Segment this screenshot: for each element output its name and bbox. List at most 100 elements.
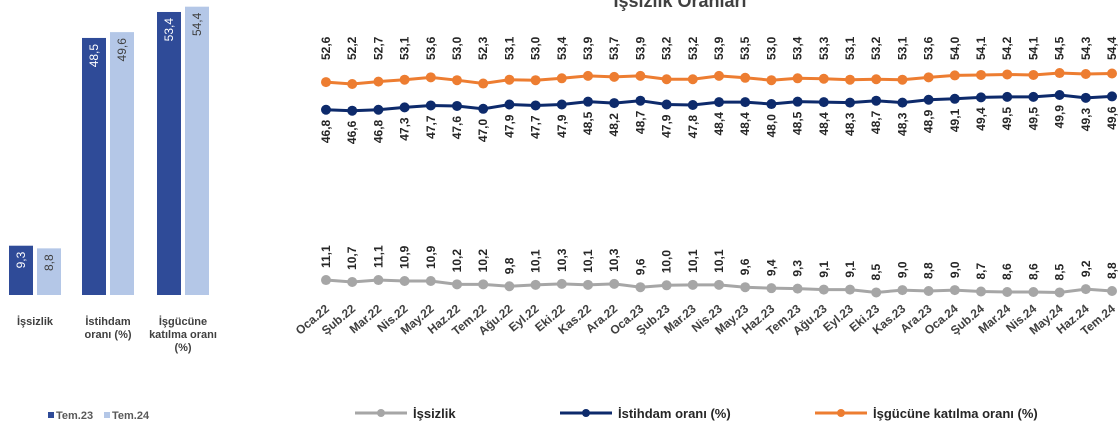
point xyxy=(871,95,882,106)
value-label: 47,8 xyxy=(686,115,700,139)
value-label: 10,9 xyxy=(398,245,412,269)
value-label: 53,0 xyxy=(764,36,778,60)
point xyxy=(452,75,462,86)
value-label: 48,4 xyxy=(738,112,752,136)
point xyxy=(792,96,803,107)
point xyxy=(687,279,698,290)
value-label: 49,5 xyxy=(1000,107,1014,131)
point xyxy=(949,285,960,296)
x-tick-label: İşsizlik xyxy=(16,316,54,328)
value-label: 10,7 xyxy=(345,246,359,270)
point xyxy=(1028,91,1039,102)
value-label: 8,6 xyxy=(1000,263,1014,280)
value-label: 48,5 xyxy=(87,44,101,68)
point xyxy=(321,104,331,115)
point xyxy=(687,74,698,85)
point xyxy=(635,95,646,106)
value-label: 52,6 xyxy=(319,36,333,60)
point xyxy=(478,279,489,290)
bar xyxy=(9,245,33,295)
value-label: 10,2 xyxy=(450,249,464,273)
value-label: 9,0 xyxy=(895,261,909,278)
value-label: 8,5 xyxy=(1053,263,1067,280)
value-label: 10,0 xyxy=(660,250,674,274)
value-label: 9,1 xyxy=(817,261,831,278)
value-label: 48,2 xyxy=(607,113,621,137)
value-label: 11,1 xyxy=(371,245,385,268)
point xyxy=(661,99,672,110)
point xyxy=(556,73,567,84)
value-label: 48,4 xyxy=(817,112,831,136)
point xyxy=(740,282,751,293)
value-label: 53,2 xyxy=(686,36,700,60)
point xyxy=(1028,286,1039,297)
bar xyxy=(37,248,61,295)
value-label: 9,2 xyxy=(1079,260,1093,277)
point xyxy=(347,105,358,116)
point xyxy=(609,71,620,82)
point xyxy=(949,93,960,104)
value-label: 53,0 xyxy=(450,36,464,60)
value-label: 48,7 xyxy=(869,110,883,134)
value-label: 52,7 xyxy=(371,36,385,60)
point xyxy=(740,97,751,108)
point xyxy=(976,92,986,103)
value-label: 47,9 xyxy=(555,114,569,138)
point xyxy=(609,278,620,289)
value-label: 47,9 xyxy=(502,114,516,138)
point xyxy=(871,287,882,298)
value-label: 49,9 xyxy=(1053,105,1067,129)
value-label: 53,0 xyxy=(529,36,543,60)
value-label: 48,3 xyxy=(843,112,857,136)
value-label: 53,5 xyxy=(738,36,752,60)
chart-title: İşsizlik Oranları xyxy=(613,0,746,11)
value-label: 47,3 xyxy=(398,117,412,141)
value-label: 53,9 xyxy=(633,36,647,60)
value-label: 54,3 xyxy=(1079,36,1093,60)
x-tick-label: İstihdam oranı (%) xyxy=(84,316,132,341)
point xyxy=(661,74,672,85)
value-label: 54,5 xyxy=(1053,36,1067,60)
point xyxy=(1002,91,1013,102)
value-label: 54,4 xyxy=(190,12,204,36)
point xyxy=(1002,286,1013,297)
point xyxy=(321,77,331,88)
point xyxy=(818,284,829,295)
bar xyxy=(185,6,209,296)
value-label: 10,1 xyxy=(686,249,700,273)
value-label: 47,9 xyxy=(660,114,674,138)
value-label: 47,7 xyxy=(424,115,438,139)
legend-marker xyxy=(582,409,590,417)
legend-label: Tem.24 xyxy=(112,410,150,422)
value-label: 48,4 xyxy=(712,112,726,136)
point xyxy=(766,75,777,86)
legend-label: İşsizlik xyxy=(413,406,456,421)
point xyxy=(897,97,908,108)
value-label: 54,1 xyxy=(1026,36,1040,60)
value-label: 48,9 xyxy=(922,109,936,133)
value-label: 53,6 xyxy=(922,36,936,60)
point xyxy=(740,72,751,83)
point xyxy=(452,100,462,111)
point xyxy=(923,72,934,83)
value-label: 48,5 xyxy=(581,111,595,135)
point xyxy=(425,276,436,287)
point xyxy=(504,281,515,292)
point xyxy=(504,99,515,110)
point xyxy=(373,275,384,286)
point xyxy=(1107,286,1117,297)
point xyxy=(845,74,855,85)
legend-label: İşgücüne katılma oranı (%) xyxy=(873,406,1038,421)
value-label: 48,3 xyxy=(895,112,909,136)
point xyxy=(766,99,777,110)
value-label: 48,0 xyxy=(764,114,778,138)
point xyxy=(452,279,462,290)
value-label: 54,1 xyxy=(974,36,988,60)
value-label: 53,3 xyxy=(817,36,831,60)
point xyxy=(556,278,567,289)
point xyxy=(897,74,908,85)
value-label: 53,2 xyxy=(869,36,883,60)
value-label: 47,7 xyxy=(529,115,543,139)
value-label: 54,2 xyxy=(1000,36,1014,60)
value-label: 53,1 xyxy=(843,36,857,60)
